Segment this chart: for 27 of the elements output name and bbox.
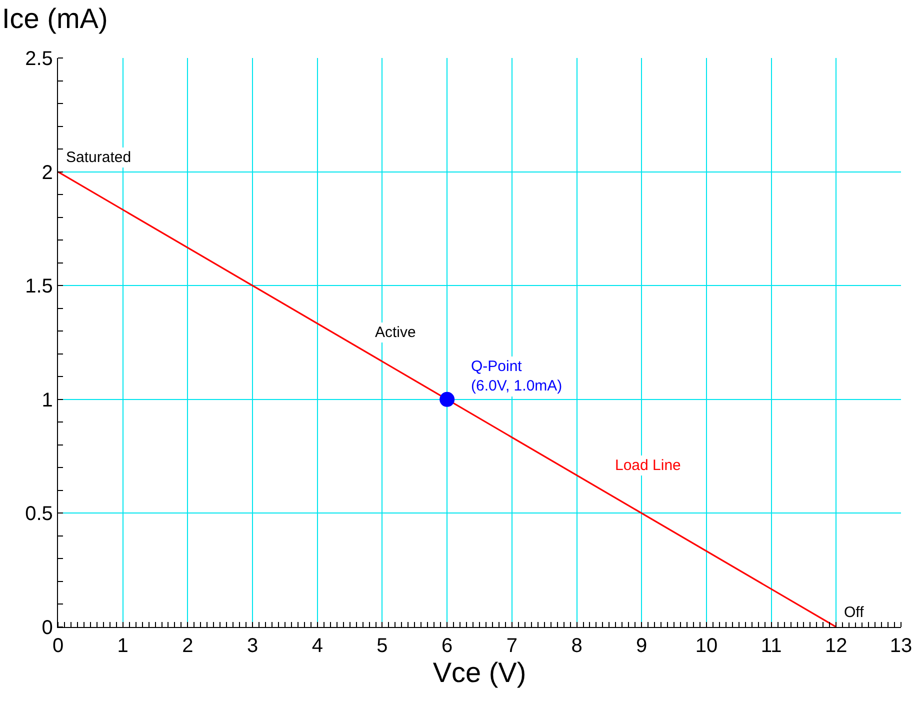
x-axis-title: Vce (V) — [432, 657, 526, 688]
x-tick-label: 9 — [636, 635, 648, 658]
y-tick-label: 2 — [42, 162, 53, 184]
y-axis-title: Ice (mA) — [2, 3, 108, 34]
x-tick-label: 10 — [695, 635, 718, 658]
y-tick-label: 1 — [42, 389, 53, 412]
x-tick-label: 6 — [442, 635, 453, 658]
annotation: Active — [375, 324, 416, 341]
y-tick-label: 2.5 — [25, 48, 53, 70]
x-tick-label: 2 — [182, 635, 194, 658]
x-tick-label: 3 — [246, 635, 258, 658]
x-tick-label: 5 — [376, 635, 388, 658]
y-tick-label: 1.5 — [25, 276, 53, 298]
data-label: (6.0V, 1.0mA) — [471, 378, 562, 394]
series-label: Load Line — [615, 457, 681, 474]
x-tick-label: 7 — [506, 635, 518, 658]
x-tick-label: 13 — [890, 635, 912, 658]
series-label: Q-Point — [471, 358, 523, 375]
annotation: Saturated — [66, 149, 132, 166]
y-tick-label: 0 — [42, 617, 53, 639]
x-tick-label: 11 — [760, 635, 782, 658]
x-tick-label: 12 — [825, 635, 848, 658]
x-tick-label: 4 — [312, 635, 323, 658]
y-tick-label: 0.5 — [25, 503, 53, 526]
x-tick-label: 1 — [117, 635, 128, 658]
annotation: Off — [844, 604, 865, 621]
x-tick-label: 8 — [571, 635, 582, 658]
